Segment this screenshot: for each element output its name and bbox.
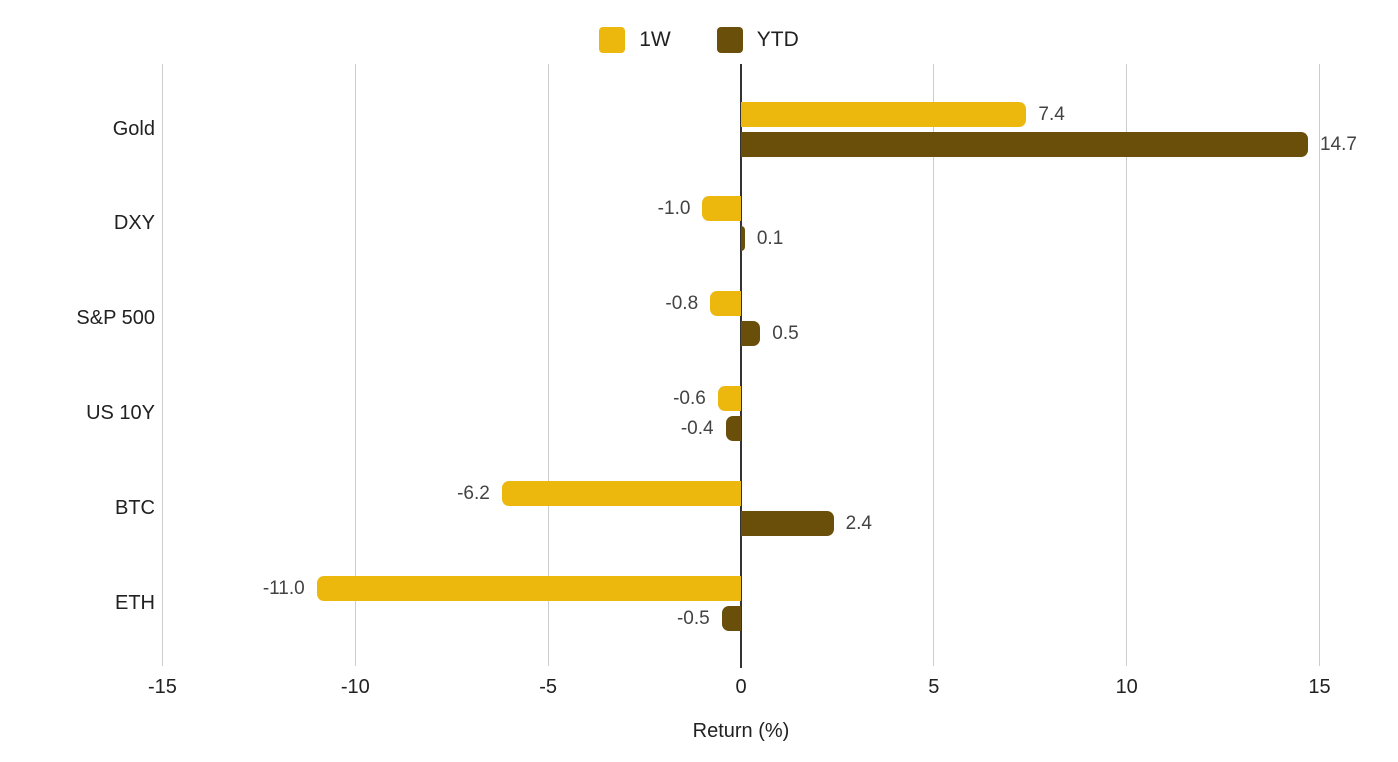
bar-value-label: -11.0 (262, 577, 305, 599)
x-tick-label: 10 (1115, 676, 1138, 698)
x-tick-label: -5 (539, 676, 558, 698)
category-label: BTC (115, 496, 155, 519)
category-label: DXY (113, 212, 155, 235)
category-label: Gold (112, 117, 155, 140)
bar-1w (702, 196, 741, 222)
legend-swatch-ytd (716, 27, 743, 53)
x-tick-label: 5 (928, 676, 940, 698)
category-label: S&P 500 (76, 307, 155, 330)
bar-ytd (741, 131, 1308, 157)
gridline (161, 64, 163, 666)
x-tick-label: -10 (340, 676, 370, 698)
gridline (547, 64, 549, 666)
gridline (1319, 64, 1321, 666)
bar-value-label: -0.4 (680, 417, 714, 439)
bar-value-label: -0.6 (673, 387, 706, 409)
bar-1w (501, 480, 741, 506)
bar-ytd (741, 510, 834, 536)
bar-value-label: -0.5 (676, 607, 710, 629)
bar-value-label: 0.1 (756, 228, 784, 250)
legend: 1W YTD (0, 27, 1398, 53)
bar-1w (316, 575, 741, 601)
x-tick-label: 15 (1308, 676, 1331, 698)
category-label: US 10Y (86, 401, 155, 424)
legend-label-ytd: YTD (756, 28, 799, 51)
bar-value-label: -0.8 (665, 293, 699, 315)
legend-item-ytd: YTD (716, 27, 799, 53)
bar-1w (741, 101, 1027, 127)
category-label: ETH (115, 591, 155, 614)
bar-value-label: 7.4 (1038, 103, 1065, 125)
bar-ytd (741, 321, 761, 347)
gridline (1126, 64, 1128, 666)
legend-swatch-1w (599, 27, 626, 53)
bar-value-label: 14.7 (1319, 133, 1357, 155)
bar-value-label: -6.2 (457, 482, 490, 504)
bar-ytd (725, 415, 741, 441)
gridline (354, 64, 356, 666)
x-axis-title: Return (%) (692, 720, 790, 742)
bar-ytd (721, 605, 741, 631)
legend-item-1w: 1W (599, 27, 671, 53)
bar-1w (710, 291, 741, 317)
zero-axis-line (740, 64, 742, 668)
bar-value-label: -1.0 (657, 198, 691, 220)
bar-1w (717, 385, 741, 411)
legend-label-1w: 1W (639, 28, 671, 51)
bar-ytd (741, 226, 745, 252)
bar-value-label: 2.4 (845, 512, 872, 534)
x-tick-label: -15 (147, 676, 177, 698)
x-tick-label: 0 (735, 676, 747, 698)
gridline (933, 64, 935, 666)
bar-value-label: 0.5 (772, 323, 799, 345)
